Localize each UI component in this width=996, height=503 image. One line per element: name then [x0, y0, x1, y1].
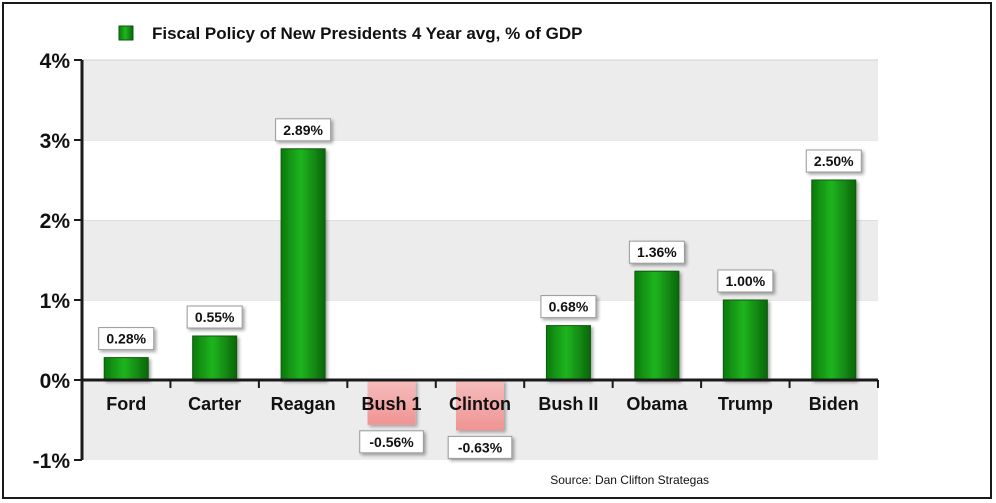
legend-label: Fiscal Policy of New Presidents 4 Year a… — [152, 24, 583, 43]
data-label-box: 2.50% — [805, 149, 862, 173]
data-label-box: 0.55% — [186, 305, 243, 329]
data-label-box: -0.56% — [359, 430, 424, 454]
category-label: Obama — [626, 394, 688, 414]
grid-band — [82, 60, 878, 140]
bar-trump — [722, 299, 768, 381]
data-label: 1.00% — [725, 273, 765, 289]
bar-bush-ii — [545, 325, 591, 381]
legend-swatch — [118, 25, 134, 41]
category-label: Bush 1 — [362, 394, 422, 414]
grid-band — [82, 140, 878, 220]
data-label-bg — [805, 149, 862, 173]
y-tick-label: 2% — [40, 210, 71, 233]
bar-reagan — [280, 148, 326, 381]
bar-obama — [634, 270, 680, 381]
y-tick-label: 1% — [40, 290, 71, 313]
data-label-box: 2.89% — [275, 118, 332, 142]
bar-clinton — [456, 380, 504, 431]
bar-bush-1 — [367, 380, 416, 425]
y-axis-ticks: -1% 0% 1% 2% 3% 4% — [33, 50, 82, 473]
data-label-bg — [447, 435, 513, 459]
data-label-box: 1.36% — [628, 240, 685, 264]
bar-carter — [192, 335, 238, 381]
data-label: 0.55% — [195, 309, 235, 325]
data-label: -0.63% — [458, 439, 503, 455]
data-label: 0.28% — [106, 331, 146, 347]
y-tick-label: 3% — [40, 130, 71, 153]
data-label: -0.56% — [369, 434, 414, 450]
bar-biden — [811, 179, 857, 381]
legend: Fiscal Policy of New Presidents 4 Year a… — [118, 24, 583, 43]
data-label-box: 0.68% — [540, 295, 597, 319]
data-label-bg — [98, 327, 155, 351]
y-tick-label: 0% — [40, 370, 71, 393]
data-label: 1.36% — [637, 244, 677, 260]
bar-ford — [103, 357, 149, 381]
data-label-bg — [186, 305, 243, 329]
data-label-bg — [628, 240, 685, 264]
category-label: Reagan — [271, 394, 336, 414]
data-label-bg — [275, 118, 332, 142]
category-label: Carter — [188, 394, 241, 414]
category-label: Ford — [106, 394, 146, 414]
data-label-bg — [359, 430, 424, 454]
category-label: Bush II — [538, 394, 598, 414]
data-label-bg — [540, 295, 597, 319]
source-note: Source: Dan Clifton Strategas — [550, 473, 709, 487]
category-labels: Ford Carter Reagan Bush 1 Clinton Bush II Obam… — [106, 394, 859, 414]
category-label: Trump — [718, 394, 773, 414]
y-tick-label: -1% — [33, 450, 71, 473]
data-label-box: 1.00% — [717, 269, 774, 293]
data-label-box: -0.63% — [447, 435, 513, 459]
data-label-bg — [717, 269, 774, 293]
data-label-box: 0.28% — [98, 327, 155, 351]
bars — [103, 148, 857, 431]
data-labels: 0.28% 0.55% 2.89% -0.56% -0.63% 0.68% 1.36% 1.0… — [98, 118, 862, 459]
y-tick-label: 4% — [40, 50, 71, 73]
data-label: 0.68% — [549, 299, 589, 315]
axes — [80, 60, 879, 460]
data-label: 2.89% — [283, 122, 323, 138]
category-label: Biden — [809, 394, 859, 414]
data-label: 2.50% — [814, 153, 854, 169]
category-label: Clinton — [449, 394, 511, 414]
